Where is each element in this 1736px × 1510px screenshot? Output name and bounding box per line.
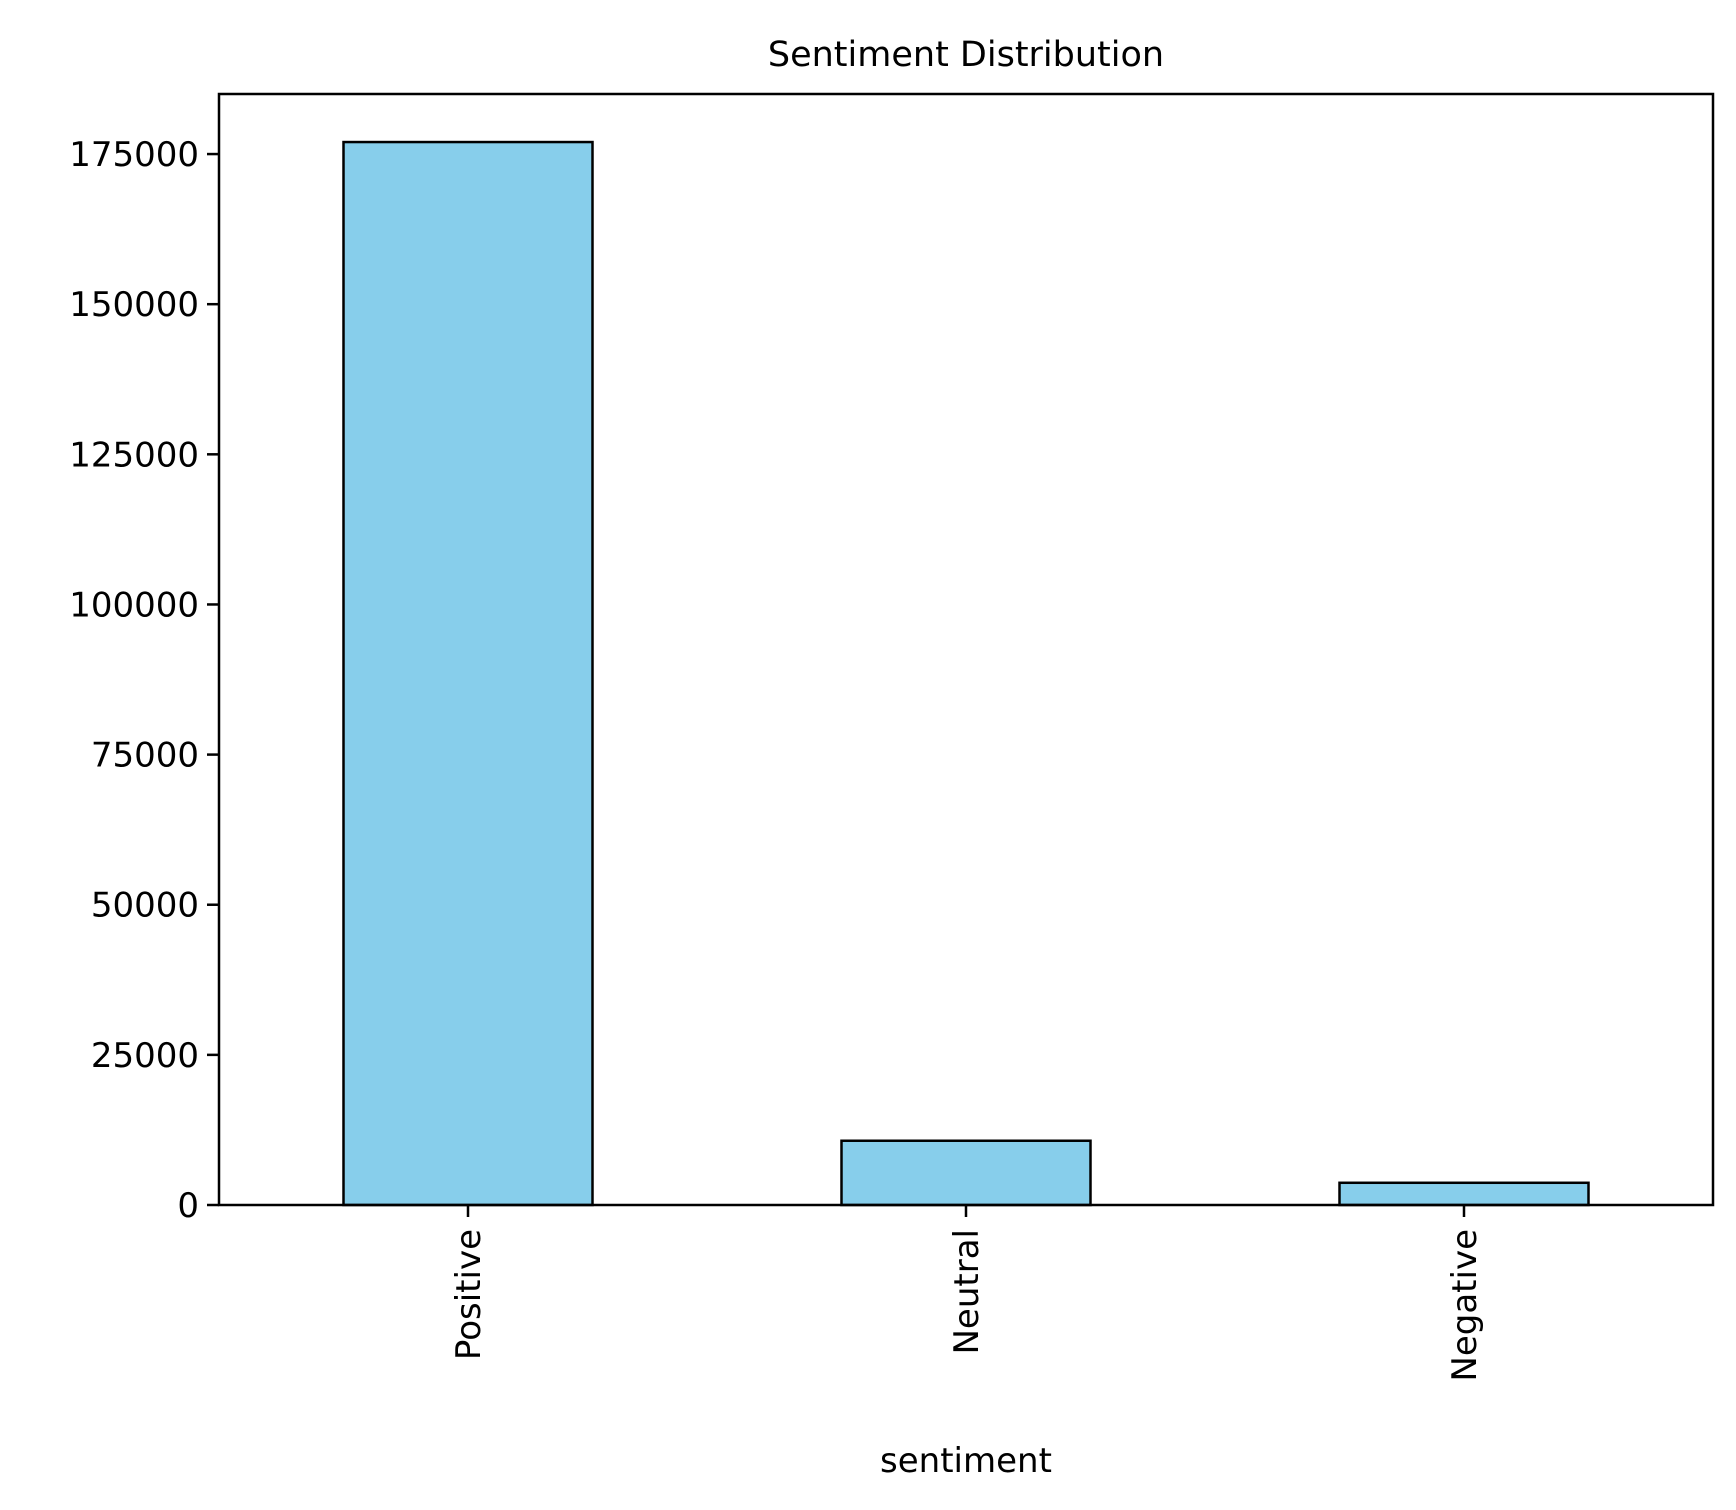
y-tick-label: 100000 bbox=[69, 585, 199, 625]
y-tick-label: 0 bbox=[177, 1186, 199, 1226]
y-tick-label: 150000 bbox=[69, 285, 199, 325]
y-tick-label: 25000 bbox=[91, 1036, 199, 1076]
chart-title: Sentiment Distribution bbox=[768, 35, 1164, 75]
y-axis-ticks: 0 25000 50000 75000 100000 125000 150000 175000 bbox=[69, 135, 219, 1226]
x-tick-label-positive: Positive bbox=[449, 1229, 489, 1360]
y-tick-label: 50000 bbox=[91, 886, 199, 926]
x-axis-label: sentiment bbox=[880, 1441, 1052, 1481]
plot-area-frame bbox=[217, 92, 1715, 1207]
bar-neutral bbox=[840, 1139, 1092, 1207]
y-tick-label: 125000 bbox=[69, 435, 199, 475]
x-tick-label-neutral: Neutral bbox=[947, 1229, 987, 1355]
x-tick-label-negative: Negative bbox=[1445, 1229, 1485, 1382]
x-axis-ticks: Positive Neutral Negative bbox=[449, 1205, 1485, 1382]
y-tick-label: 175000 bbox=[69, 135, 199, 175]
y-tick-label: 75000 bbox=[91, 736, 199, 776]
bar-negative bbox=[1338, 1181, 1590, 1207]
bar-positive bbox=[342, 140, 594, 1207]
